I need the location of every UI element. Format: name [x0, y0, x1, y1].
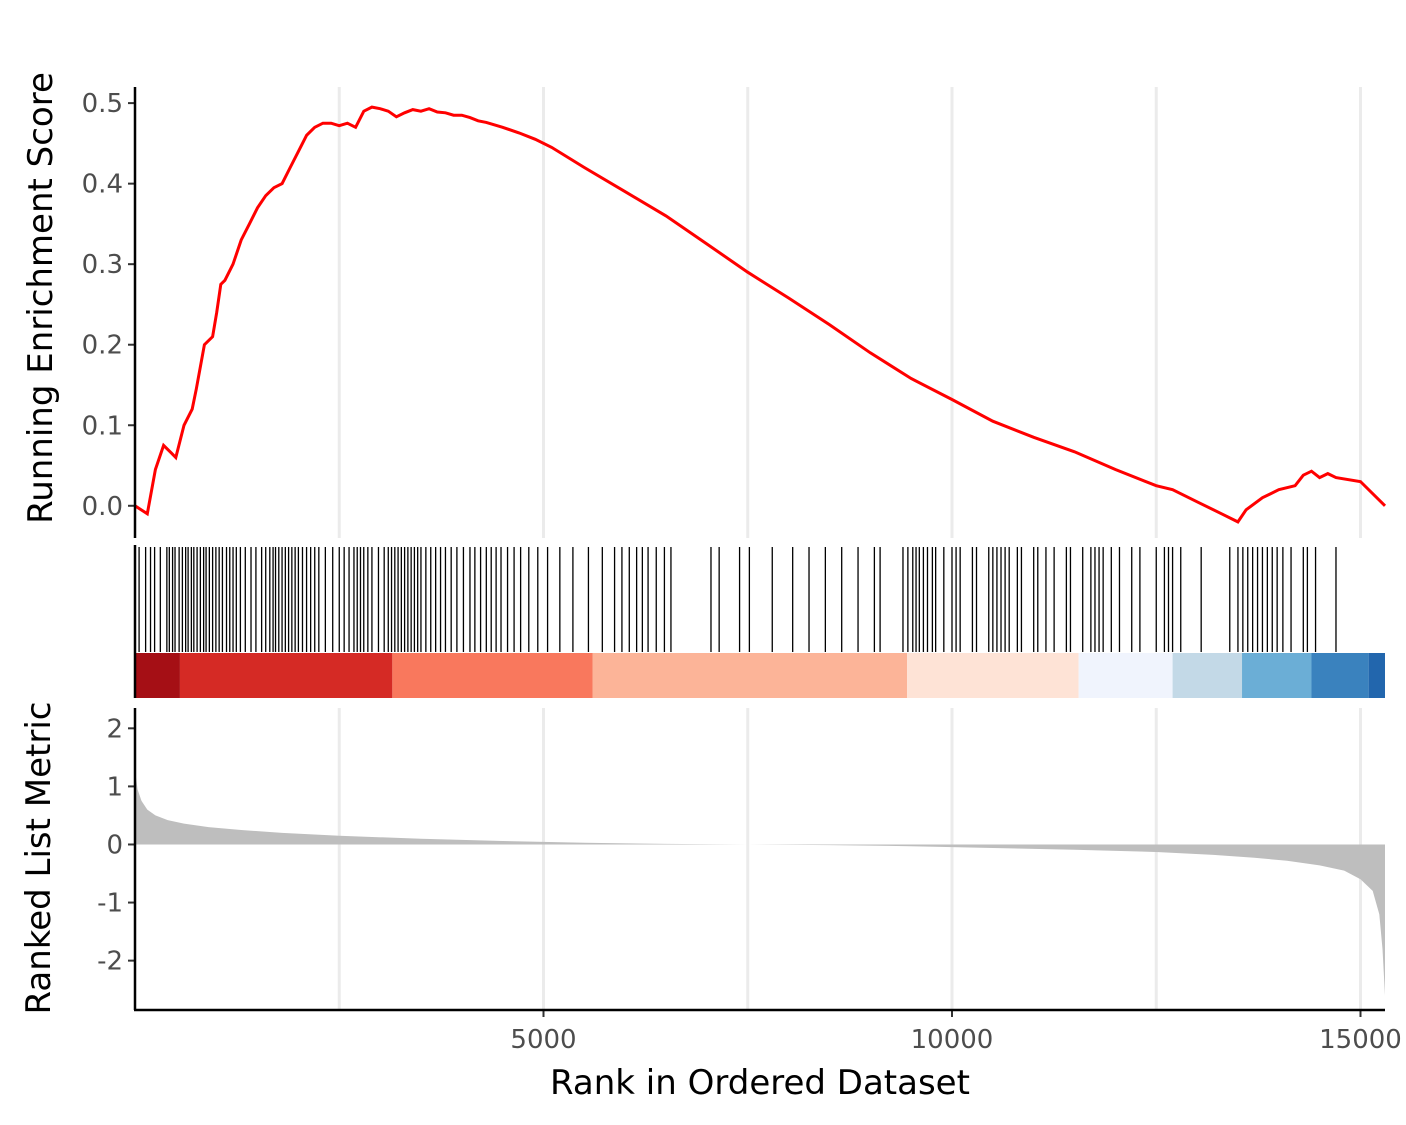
x-tick-label: 15000 — [1319, 1025, 1402, 1055]
rank-color-band — [135, 653, 180, 698]
metric-y-tick-label: -2 — [97, 947, 123, 977]
es-y-tick-label: 0.5 — [82, 89, 123, 119]
rank-color-band — [1242, 653, 1312, 698]
es-y-axis-title: Running Enrichment Score — [21, 72, 61, 524]
metric-y-tick-label: 1 — [106, 772, 123, 802]
rank-color-band — [1311, 653, 1369, 698]
enrichment-score-line — [134, 105, 1387, 524]
rank-color-band — [592, 653, 908, 698]
es-y-tick-label: 0.0 — [82, 492, 123, 522]
metric-x-axis-ticks: 5000 10000 15000 — [510, 1010, 1402, 1055]
es-y-tick-label: 0.1 — [82, 411, 123, 441]
rank-color-band — [392, 653, 593, 698]
x-tick-label: 5000 — [510, 1025, 576, 1055]
rank-color-band — [179, 653, 393, 698]
rank-color-bar — [135, 653, 1385, 698]
metric-y-tick-label: -1 — [97, 889, 123, 919]
rank-color-band — [1368, 653, 1385, 698]
metric-panel-gridlines — [337, 708, 1362, 1010]
rank-color-band — [1078, 653, 1173, 698]
es-y-tick-label: 0.2 — [82, 331, 123, 361]
es-y-tick-label: 0.4 — [82, 170, 123, 200]
es-panel-gridlines — [337, 87, 1362, 538]
es-y-axis-ticks: 0.0 0.1 0.2 0.3 0.4 0.5 — [82, 89, 135, 522]
metric-y-tick-label: 2 — [106, 714, 123, 744]
gene-hit-ticks — [138, 547, 1337, 652]
metric-y-tick-label: 0 — [106, 830, 123, 860]
rank-color-band — [1172, 653, 1243, 698]
metric-y-axis-ticks: 2 1 0 -1 -2 — [97, 714, 135, 977]
rank-color-band — [907, 653, 1079, 698]
x-tick-label: 10000 — [911, 1025, 994, 1055]
es-y-tick-label: 0.3 — [82, 250, 123, 280]
metric-y-axis-title: Ranked List Metric — [19, 702, 59, 1015]
x-axis-title: Rank in Ordered Dataset — [550, 1063, 970, 1103]
